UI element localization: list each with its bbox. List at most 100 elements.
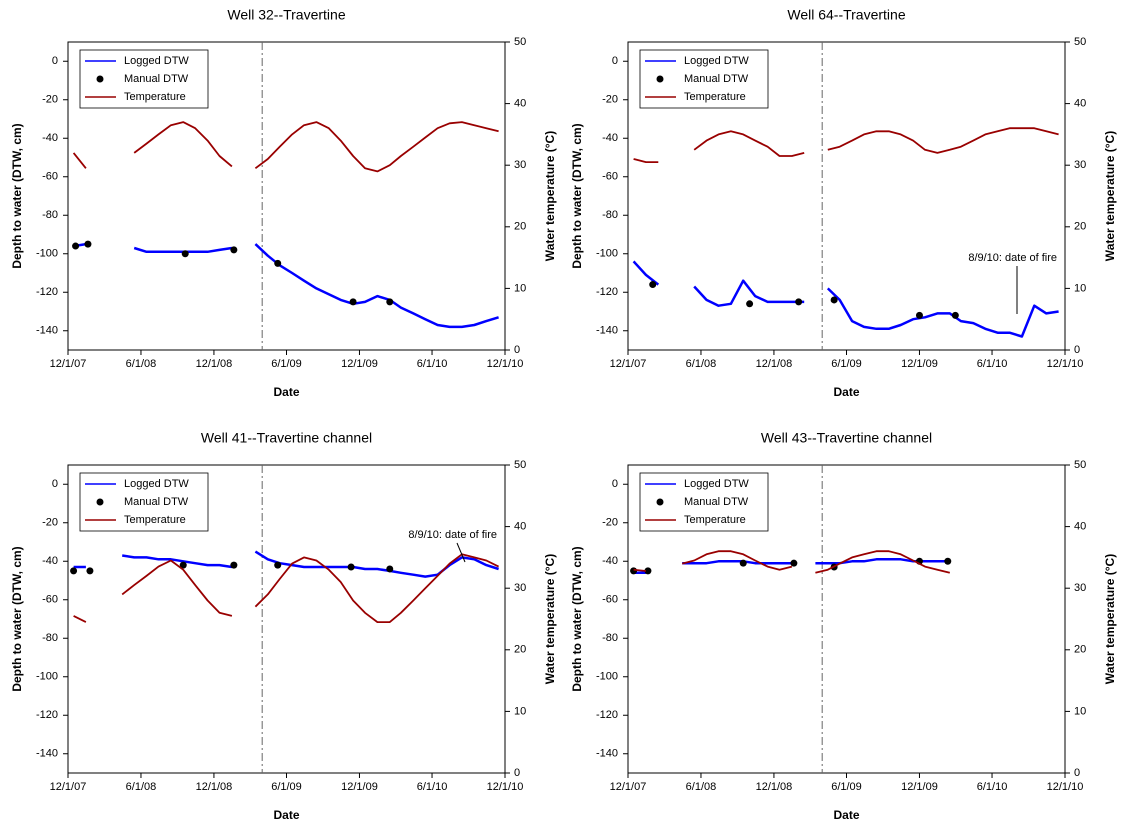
- x-tick-label: 12/1/10: [487, 358, 524, 370]
- x-tick-label: 6/1/08: [686, 781, 717, 793]
- manual-point: [179, 561, 187, 569]
- manual-point: [915, 311, 923, 319]
- series-line: [72, 121, 499, 173]
- x-tick-label: 6/1/09: [271, 358, 302, 370]
- y2-tick-label: 10: [1074, 705, 1086, 717]
- legend-label: Logged DTW: [684, 55, 749, 67]
- manual-point: [795, 298, 803, 306]
- y2-tick-label: 50: [1074, 36, 1086, 48]
- y-tick-label: -60: [42, 594, 58, 606]
- chart-panel: Well 41--Travertine channel Date Depth to …: [10, 430, 557, 822]
- y-tick-label: -100: [596, 671, 618, 683]
- y2-tick-label: 20: [514, 221, 526, 233]
- manual-point: [630, 567, 638, 575]
- y2-tick-label: 40: [1074, 521, 1086, 533]
- y-tick-label: -120: [36, 286, 58, 298]
- y2-tick-label: 30: [1074, 159, 1086, 171]
- y-tick-label: -140: [596, 748, 618, 760]
- y-tick-label: -100: [596, 248, 618, 260]
- manual-point: [274, 259, 282, 267]
- y2-tick-label: 0: [514, 344, 520, 356]
- y2-tick-label: 20: [1074, 221, 1086, 233]
- x-tick-label: 12/1/10: [487, 781, 524, 793]
- chart-title: Well 41--Travertine channel: [201, 430, 372, 446]
- x-tick-label: 12/1/07: [50, 781, 87, 793]
- x-tick-label: 12/1/10: [1047, 358, 1084, 370]
- x-tick-label: 12/1/10: [1047, 781, 1084, 793]
- y-axis-label: Depth to water (DTW, cm): [570, 123, 584, 268]
- y-tick-label: -20: [602, 517, 618, 529]
- chart-panel: Well 64--Travertine Date Depth to water (D…: [570, 7, 1117, 399]
- series-line: [73, 553, 499, 623]
- y-tick-label: -40: [602, 555, 618, 567]
- x-tick-label: 12/1/07: [610, 781, 647, 793]
- legend-marker: [656, 498, 664, 506]
- x-tick-label: 6/1/09: [831, 781, 862, 793]
- y-tick-label: -20: [42, 517, 58, 529]
- manual-point: [181, 250, 189, 258]
- y2-tick-label: 10: [514, 705, 526, 717]
- x-tick-label: 12/1/09: [341, 358, 378, 370]
- chart-panel: Well 32--Travertine Date Depth to water (D…: [10, 7, 557, 399]
- x-tick-label: 12/1/07: [50, 358, 87, 370]
- x-tick-label: 6/1/10: [417, 781, 448, 793]
- manual-point: [386, 298, 394, 306]
- legend-label: Temperature: [684, 514, 746, 526]
- y2-tick-label: 40: [514, 521, 526, 533]
- manual-point: [347, 563, 355, 571]
- legend-marker: [656, 75, 664, 83]
- x-tick-label: 12/1/09: [341, 781, 378, 793]
- manual-point: [830, 296, 838, 304]
- x-tick-label: 6/1/08: [126, 781, 157, 793]
- y2-tick-label: 0: [514, 767, 520, 779]
- series-line: [633, 127, 1059, 163]
- y-tick-label: -140: [596, 325, 618, 337]
- y-tick-label: -60: [42, 171, 58, 183]
- y2-axis-label: Water temperature (°C): [543, 554, 557, 684]
- y-tick-label: 0: [52, 478, 58, 490]
- manual-point: [86, 567, 94, 575]
- y-tick-label: -80: [602, 209, 618, 221]
- x-axis-label: Date: [833, 808, 859, 822]
- y2-tick-label: 0: [1074, 344, 1080, 356]
- annotation-arrow: [456, 542, 466, 563]
- y-tick-label: -20: [42, 94, 58, 106]
- manual-point: [644, 567, 652, 575]
- y2-axis-label: Water temperature (°C): [1103, 554, 1117, 684]
- manual-point: [274, 561, 282, 569]
- manual-point: [349, 298, 357, 306]
- x-tick-label: 6/1/08: [686, 358, 717, 370]
- legend-label: Logged DTW: [124, 55, 189, 67]
- y-tick-label: 0: [612, 55, 618, 67]
- y2-tick-label: 30: [1074, 582, 1086, 594]
- y2-tick-label: 20: [514, 644, 526, 656]
- series-line: [632, 260, 1059, 338]
- y2-axis-label: Water temperature (°C): [1103, 131, 1117, 261]
- legend-label: Manual DTW: [124, 73, 189, 85]
- x-tick-label: 6/1/08: [126, 358, 157, 370]
- legend-label: Temperature: [124, 514, 186, 526]
- y2-tick-label: 50: [514, 459, 526, 471]
- manual-point: [386, 565, 394, 573]
- series-line: [73, 242, 499, 329]
- y2-tick-label: 50: [514, 36, 526, 48]
- manual-point: [739, 559, 747, 567]
- x-tick-label: 12/1/08: [756, 781, 793, 793]
- y-tick-label: -40: [42, 555, 58, 567]
- y-tick-label: -100: [36, 671, 58, 683]
- y-tick-label: -40: [602, 132, 618, 144]
- series-line: [633, 550, 951, 574]
- manual-point: [649, 281, 657, 289]
- x-tick-label: 6/1/09: [271, 781, 302, 793]
- chart-title: Well 64--Travertine: [787, 7, 905, 23]
- annotation: 8/9/10: date of fire: [408, 529, 497, 541]
- chart-panel: Well 43--Travertine channel Date Depth to …: [570, 430, 1117, 822]
- x-tick-label: 12/1/07: [610, 358, 647, 370]
- x-tick-label: 12/1/09: [901, 358, 938, 370]
- x-tick-label: 6/1/10: [417, 358, 448, 370]
- y-axis-label: Depth to water (DTW, cm): [570, 546, 584, 691]
- annotation: 8/9/10: date of fire: [968, 252, 1057, 264]
- y-tick-label: 0: [612, 478, 618, 490]
- y2-tick-label: 20: [1074, 644, 1086, 656]
- manual-point: [230, 246, 238, 254]
